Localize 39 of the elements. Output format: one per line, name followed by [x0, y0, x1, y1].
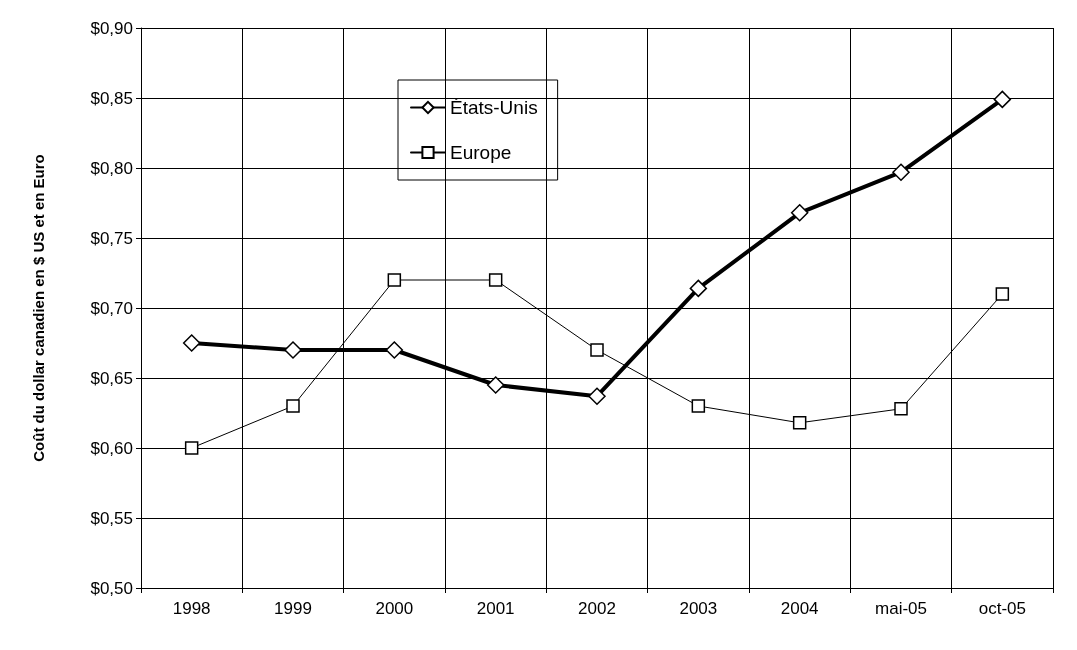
x-tick-label: 2003: [679, 599, 718, 618]
point: [892, 163, 910, 181]
point: [284, 341, 302, 359]
y-axis-title: Coût du dollar canadien en $ US et en Euro: [30, 154, 47, 462]
x-tick-label: 2004: [780, 599, 819, 618]
legend-label: Europe: [450, 142, 512, 163]
y-tick-label: $0,60: [90, 438, 133, 458]
x-tick-label: 1999: [274, 599, 312, 618]
x-tick-label: 2000: [375, 599, 414, 618]
point: [488, 273, 503, 287]
point: [993, 90, 1012, 109]
point: [790, 204, 809, 222]
point: [894, 402, 908, 416]
point: [385, 341, 404, 359]
point: [588, 387, 606, 405]
y-tick-label: $0,70: [90, 298, 133, 318]
point: [286, 399, 300, 413]
point: [691, 399, 706, 413]
legend-label: États-Unis: [450, 97, 538, 118]
y-tick-label: $0,80: [90, 158, 133, 178]
point: [689, 279, 708, 298]
point: [486, 376, 505, 394]
x-tick-label: oct-05: [978, 599, 1026, 618]
y-tick-label: $0,50: [90, 578, 133, 598]
y-tick-label: $0,65: [90, 368, 133, 388]
x-tick-label: 1998: [172, 599, 211, 618]
point: [184, 441, 199, 455]
point: [590, 343, 604, 357]
point: [995, 287, 1010, 301]
y-tick-label: $0,85: [90, 88, 133, 108]
point: [182, 334, 201, 352]
x-tick-label: 2001: [476, 599, 515, 618]
y-tick-label: $0,75: [90, 228, 133, 248]
x-tick-label: 2002: [578, 599, 616, 618]
point: [387, 273, 402, 287]
y-tick-label: $0,55: [90, 508, 133, 528]
y-tick-label: $0,90: [90, 18, 133, 38]
point: [792, 416, 807, 430]
x-tick-label: mai-05: [875, 599, 927, 618]
